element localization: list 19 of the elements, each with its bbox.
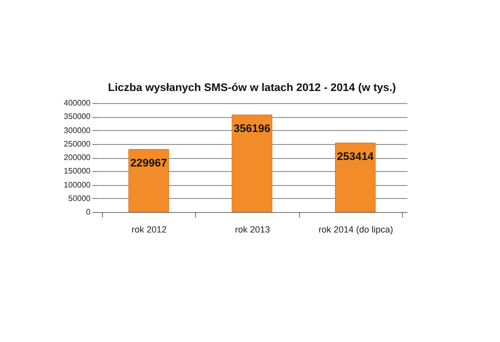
bar	[232, 114, 272, 212]
data-label: 356196	[234, 122, 270, 135]
bar	[335, 142, 376, 212]
data-label: 253414	[336, 150, 375, 163]
y-tick-label: 250000	[64, 139, 92, 148]
y-tick-label: 50000	[68, 194, 92, 203]
chart-title: Liczba wysłanych SMS-ów w latach 2012 - 2014 (w tys.)	[108, 82, 396, 94]
x-tick-label: rok 2012	[132, 224, 167, 234]
x-tick-label: rok 2014 (do lipca)	[318, 224, 394, 234]
y-tick-label: 300000	[64, 126, 92, 135]
y-tick-label: 0	[86, 208, 92, 216]
data-label: 229967	[130, 157, 168, 170]
y-tick-label: 100000	[64, 180, 92, 190]
y-tick-label: 150000	[64, 166, 92, 176]
x-tick-label: rok 2013	[234, 224, 270, 234]
y-tick-label: 200000	[64, 153, 92, 162]
bar	[128, 149, 169, 212]
y-tick-label: 350000	[64, 112, 92, 122]
y-tick-label: 400000	[64, 98, 92, 108]
